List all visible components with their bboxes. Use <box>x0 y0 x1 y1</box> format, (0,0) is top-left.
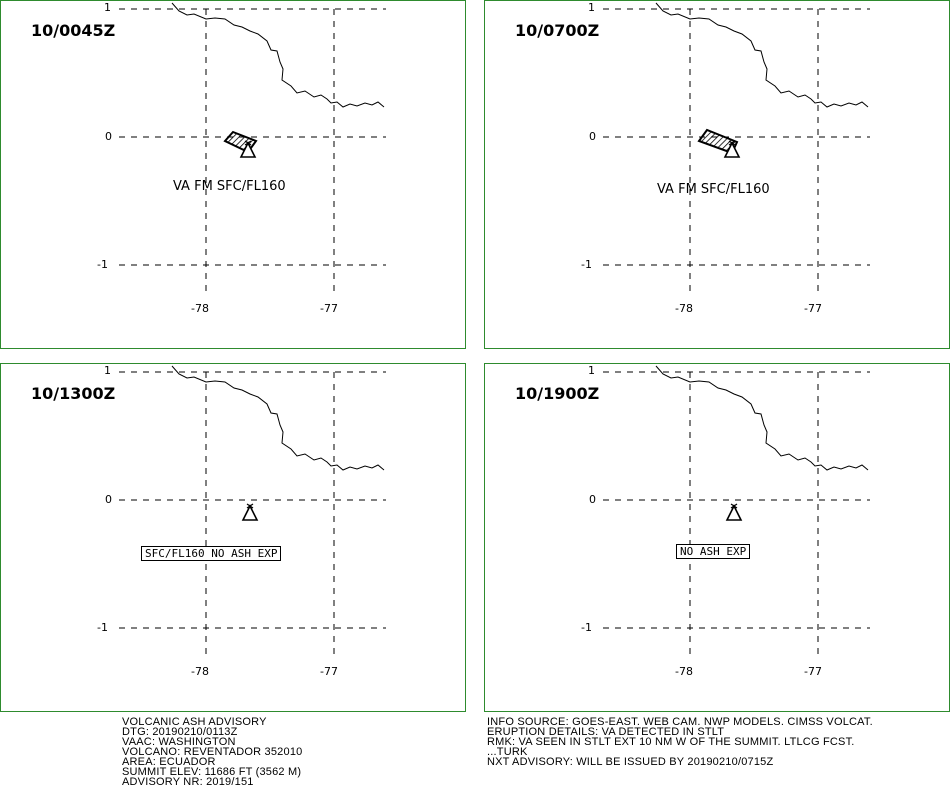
map-canvas-4 <box>603 365 870 660</box>
y-tick-label: 0 <box>105 493 112 506</box>
advisory-line: NXT ADVISORY: WILL BE ISSUED BY 20190210… <box>487 756 774 768</box>
map-panel-3: 10/1300Z 1 0 -1 -78 -77 SFC/FL160 NO ASH… <box>0 363 466 712</box>
volcano-plume-mark <box>730 503 738 509</box>
y-tick-label: 0 <box>589 493 596 506</box>
y-tick-label: 1 <box>104 364 111 377</box>
advisory-line: RMK: VA SEEN IN STLT EXT 10 NM W OF THE … <box>487 736 855 748</box>
volcano-plume-mark <box>728 140 736 146</box>
ash-annotation: VA FM SFC/FL160 <box>657 182 770 197</box>
advisory-line: VOLCANIC ASH ADVISORY <box>122 716 267 728</box>
y-tick-label: -1 <box>581 621 592 634</box>
y-tick-label: 0 <box>589 130 596 143</box>
volcano-triangle-icon <box>725 504 743 521</box>
advisory-line: ADVISORY NR: 2019/151 <box>122 776 254 788</box>
x-tick-label: -78 <box>675 302 693 315</box>
panel-time-label: 10/1900Z <box>515 384 600 403</box>
y-tick-label: -1 <box>97 258 108 271</box>
advisory-line: ...TURK <box>487 746 528 758</box>
coastline-path <box>655 365 869 471</box>
advisory-line: INFO SOURCE: GOES-EAST. WEB CAM. NWP MOD… <box>487 716 873 728</box>
y-tick-label: 1 <box>104 1 111 14</box>
panel-time-label: 10/0700Z <box>515 21 600 40</box>
y-tick-label: 0 <box>105 130 112 143</box>
advisory-left-block: VOLCANIC ASH ADVISORY DTG: 20190210/0113… <box>122 716 303 788</box>
advisory-line: VOLCANO: REVENTADOR 352010 <box>122 746 303 758</box>
advisory-line: VAAC: WASHINGTON <box>122 736 236 748</box>
map-canvas-1 <box>119 2 386 297</box>
x-tick-label: -77 <box>804 302 822 315</box>
advisory-line: AREA: ECUADOR <box>122 756 216 768</box>
x-tick-label: -78 <box>675 665 693 678</box>
coastline-path <box>171 2 385 108</box>
x-tick-label: -78 <box>191 665 209 678</box>
advisory-right-block: INFO SOURCE: GOES-EAST. WEB CAM. NWP MOD… <box>487 716 873 768</box>
y-tick-label: 1 <box>588 1 595 14</box>
y-tick-label: 1 <box>588 364 595 377</box>
advisory-line: ERUPTION DETAILS: VA DETECTED IN STLT <box>487 726 725 738</box>
map-panel-2: 10/0700Z 1 0 -1 -78 -77 VA FM SFC/FL160 <box>484 0 950 349</box>
panel-time-label: 10/0045Z <box>31 21 116 40</box>
x-tick-label: -77 <box>804 665 822 678</box>
x-tick-label: -78 <box>191 302 209 315</box>
ash-annotation: VA FM SFC/FL160 <box>173 179 286 194</box>
forecast-box-annotation: NO ASH EXP <box>676 544 751 559</box>
map-canvas-2 <box>603 2 870 297</box>
advisory-line: DTG: 20190210/0113Z <box>122 726 238 738</box>
map-panel-4: 10/1900Z 1 0 -1 -78 -77 NO ASH EXP <box>484 363 950 712</box>
volcano-plume-mark <box>244 140 252 146</box>
y-tick-label: -1 <box>97 621 108 634</box>
map-canvas-3 <box>119 365 386 660</box>
panel-time-label: 10/1300Z <box>31 384 116 403</box>
volcano-triangle-icon <box>723 141 741 158</box>
x-tick-label: -77 <box>320 302 338 315</box>
volcano-plume-mark <box>246 503 254 509</box>
coastline-path <box>171 365 385 471</box>
volcano-triangle-icon <box>241 504 259 521</box>
y-tick-label: -1 <box>581 258 592 271</box>
coastline-path <box>655 2 869 108</box>
forecast-box-annotation: SFC/FL160 NO ASH EXP <box>141 546 282 561</box>
volcano-triangle-icon <box>239 141 257 158</box>
x-tick-label: -77 <box>320 665 338 678</box>
map-panel-1: 10/0045Z 1 0 -1 -78 -77 VA FM SFC/FL160 <box>0 0 466 349</box>
advisory-line: SUMMIT ELEV: 11686 FT (3562 M) <box>122 766 302 778</box>
ash-cloud-polygon <box>697 128 739 155</box>
